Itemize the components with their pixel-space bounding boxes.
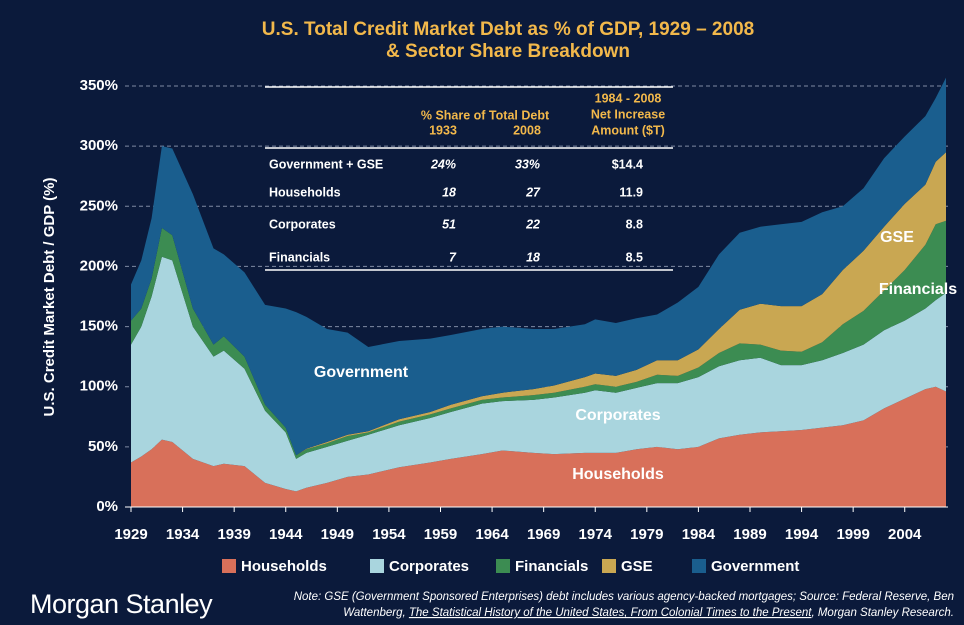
note: Note: GSE (Government Sponsored Enterpri… xyxy=(294,591,954,603)
x-tick-label: 1959 xyxy=(424,526,457,543)
legend-label: GSE xyxy=(621,558,653,575)
x-tick-label: 1949 xyxy=(321,526,354,543)
legend-label: Corporates xyxy=(389,558,469,575)
area-label: Corporates xyxy=(575,407,660,424)
area-label: Government xyxy=(314,364,409,381)
y-tick-label: 100% xyxy=(80,378,118,395)
table-header: 1933 xyxy=(429,123,457,137)
x-tick-label: 1939 xyxy=(217,526,250,543)
x-tick-label: 1989 xyxy=(733,526,766,543)
y-tick-label: 150% xyxy=(80,318,118,335)
area-label: Financials xyxy=(879,281,957,298)
table-cell: 8.5 xyxy=(626,250,643,264)
x-tick-label: 1944 xyxy=(269,526,303,543)
table-cell: 18 xyxy=(442,185,456,199)
area-label: Households xyxy=(572,466,664,483)
legend-swatch xyxy=(370,559,384,573)
legend-swatch xyxy=(496,559,510,573)
legend-label: Government xyxy=(711,558,799,575)
table-cell: Financials xyxy=(269,250,330,264)
x-tick-label: 1994 xyxy=(785,526,819,543)
logo: Morgan Stanley xyxy=(30,589,213,619)
x-tick-label: 1974 xyxy=(579,526,613,543)
table-cell: 51 xyxy=(442,217,456,231)
table-cell: 33% xyxy=(515,157,540,171)
table-header: Amount ($T) xyxy=(591,123,665,137)
x-tick-label: 1999 xyxy=(836,526,869,543)
table-cell: 27 xyxy=(525,185,541,199)
area xyxy=(131,386,946,507)
x-tick-label: 1964 xyxy=(475,526,509,543)
table-cell: 8.8 xyxy=(626,217,643,231)
table-cell: 24% xyxy=(430,157,456,171)
chart-title: & Sector Share Breakdown xyxy=(386,41,630,62)
y-tick-label: 300% xyxy=(80,137,118,154)
legend-label: Financials xyxy=(515,558,588,575)
table-header: Net Increase xyxy=(591,107,665,121)
chart-title: U.S. Total Credit Market Debt as % of GD… xyxy=(262,19,754,40)
y-tick-label: 350% xyxy=(80,77,118,94)
table-cell: Corporates xyxy=(269,217,336,231)
y-tick-label: 200% xyxy=(80,257,118,274)
area xyxy=(131,256,946,492)
y-tick-label: 250% xyxy=(80,197,118,214)
x-tick-label: 1929 xyxy=(114,526,147,543)
note-part: Wattenberg, xyxy=(343,607,409,619)
table-cell: 11.9 xyxy=(619,185,643,199)
plot-area xyxy=(125,77,948,508)
x-tick-label: 1969 xyxy=(527,526,560,543)
x-tick-label: 1934 xyxy=(166,526,200,543)
legend-swatch xyxy=(602,559,616,573)
y-tick-label: 0% xyxy=(96,498,118,515)
table-header: % Share of Total Debt xyxy=(421,108,550,122)
y-tick-label: 50% xyxy=(88,438,118,455)
x-tick-label: 1979 xyxy=(630,526,663,543)
note-title: The Statistical History of the United St… xyxy=(409,607,812,619)
legend-label: Households xyxy=(241,558,327,575)
table-cell: 7 xyxy=(449,250,457,264)
area xyxy=(131,77,946,456)
table-cell: Households xyxy=(269,185,341,199)
table-cell: $14.4 xyxy=(612,157,643,171)
table-cell: 18 xyxy=(526,250,540,264)
table-header: 1984 - 2008 xyxy=(595,91,662,105)
legend-swatch xyxy=(222,559,236,573)
table-cell: 22 xyxy=(525,217,540,231)
legend-swatch xyxy=(692,559,706,573)
y-axis-label: U.S. Credit Market Debt / GDP (%) xyxy=(41,178,58,417)
x-tick-label: 1954 xyxy=(372,526,406,543)
area-label: GSE xyxy=(880,229,914,246)
table-header: 2008 xyxy=(513,123,541,137)
x-tick-label: 1984 xyxy=(682,526,716,543)
note-part: , Morgan Stanley Research. xyxy=(811,607,954,619)
x-tick-label: 2004 xyxy=(888,526,922,543)
note: Wattenberg, The Statistical History of t… xyxy=(343,607,954,619)
table-cell: Government + GSE xyxy=(269,157,383,171)
